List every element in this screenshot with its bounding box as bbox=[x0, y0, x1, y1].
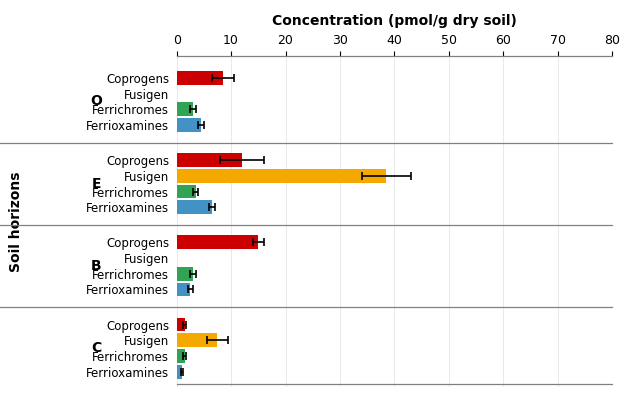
Bar bbox=[177, 200, 212, 214]
Text: O: O bbox=[90, 94, 102, 108]
Text: B: B bbox=[91, 259, 102, 273]
Bar bbox=[177, 102, 193, 116]
Y-axis label: Soil horizons: Soil horizons bbox=[9, 171, 23, 272]
Bar bbox=[177, 71, 223, 85]
Bar bbox=[177, 153, 242, 167]
Bar bbox=[177, 185, 196, 198]
Bar bbox=[177, 267, 193, 280]
Text: E: E bbox=[91, 177, 101, 191]
Text: C: C bbox=[91, 341, 101, 355]
Bar bbox=[177, 365, 182, 379]
Bar bbox=[177, 283, 191, 297]
Bar bbox=[177, 349, 185, 363]
Bar bbox=[177, 318, 185, 332]
X-axis label: Concentration (pmol/g dry soil): Concentration (pmol/g dry soil) bbox=[272, 15, 517, 28]
Bar bbox=[177, 169, 386, 183]
Bar bbox=[177, 118, 201, 132]
Bar bbox=[177, 235, 258, 249]
Bar bbox=[177, 333, 218, 347]
